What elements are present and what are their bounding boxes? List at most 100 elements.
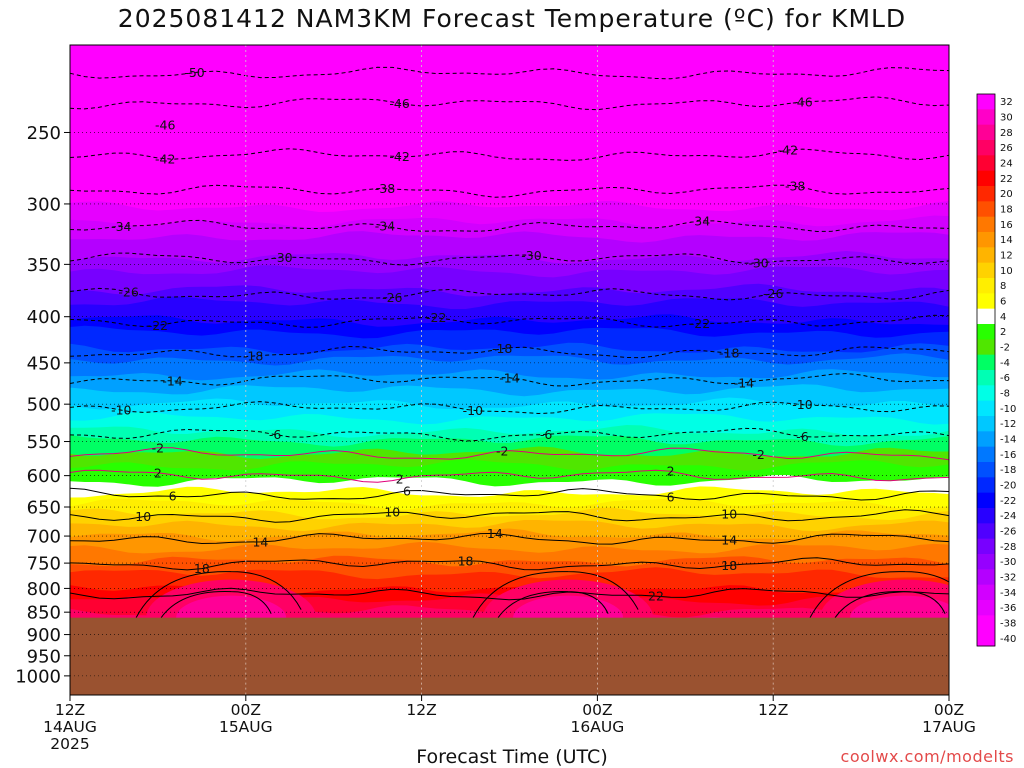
isotherm-label: -30 bbox=[272, 250, 292, 265]
colorbar-label: 28 bbox=[1000, 128, 1013, 139]
isotherm-label: 6 bbox=[667, 489, 675, 504]
colorbar-label: 4 bbox=[1000, 312, 1006, 323]
isotherm-label: -10 bbox=[792, 397, 812, 412]
y-tick-label: 900 bbox=[27, 625, 61, 646]
isotherm--22 bbox=[70, 314, 949, 328]
temperature-bands bbox=[70, 45, 949, 695]
isotherm--6 bbox=[70, 427, 949, 442]
colorbar-swatch bbox=[977, 308, 995, 325]
isotherm-label: -14 bbox=[162, 373, 182, 388]
isotherm-surface-warm-inner bbox=[160, 591, 272, 618]
colorbar-label: 20 bbox=[1000, 189, 1013, 200]
colorbar-swatch bbox=[977, 554, 995, 570]
isotherm-label: 2 bbox=[667, 464, 675, 479]
isotherm-label: -2 bbox=[496, 443, 508, 458]
isotherm-10 bbox=[70, 509, 949, 523]
isotherm-label: 22 bbox=[648, 589, 664, 604]
isotherm-label: -2 bbox=[752, 447, 764, 462]
isotherm-label: -6 bbox=[269, 427, 282, 442]
colorbar-label: -8 bbox=[1000, 389, 1010, 400]
colorbar-label: -4 bbox=[1000, 358, 1010, 369]
isotherm-label: -6 bbox=[540, 427, 553, 442]
isotherm-label: -10 bbox=[111, 403, 131, 418]
colorbar-swatch bbox=[977, 201, 995, 218]
ground-fill bbox=[70, 617, 949, 695]
x-tick-label: 2025 bbox=[50, 735, 89, 753]
colorbar-swatch bbox=[977, 400, 995, 417]
isotherm-label: -22 bbox=[690, 316, 710, 331]
colorbar-swatch bbox=[977, 339, 995, 356]
isotherm-label: 6 bbox=[403, 483, 411, 498]
isotherm--10 bbox=[70, 401, 949, 415]
isotherm-label: -46 bbox=[155, 117, 175, 132]
isotherm-label: 2 bbox=[396, 472, 404, 487]
isotherm-label: -50 bbox=[184, 65, 204, 80]
x-tick-label: 00Z bbox=[582, 701, 612, 719]
y-tick-label: 600 bbox=[27, 466, 61, 487]
x-tick-label: 00Z bbox=[231, 701, 261, 719]
y-tick-label: 700 bbox=[27, 527, 61, 548]
isotherm--18 bbox=[70, 345, 949, 359]
isotherm-surface-warm bbox=[809, 571, 949, 618]
plot-frame bbox=[69, 44, 950, 696]
isotherm--34 bbox=[70, 219, 949, 233]
colorbar-swatch bbox=[977, 508, 995, 524]
colorbar-swatch bbox=[977, 170, 995, 187]
colorbar-label: 6 bbox=[1000, 297, 1006, 308]
colorbar-swatch bbox=[977, 492, 995, 509]
colorbar-swatch bbox=[977, 186, 995, 202]
x-tick-label: 14AUG bbox=[43, 718, 97, 736]
y-tick-label: 500 bbox=[27, 395, 61, 416]
colorbar-swatch bbox=[977, 584, 995, 601]
colorbar-label: 12 bbox=[1000, 251, 1013, 262]
y-tick-label: 350 bbox=[27, 255, 61, 276]
y-tick-label: 300 bbox=[27, 194, 61, 215]
colorbar-swatch bbox=[977, 477, 995, 494]
isotherm-label: -18 bbox=[719, 346, 739, 361]
colorbar-label: -30 bbox=[1000, 557, 1016, 568]
colorbar-label: 32 bbox=[1000, 97, 1013, 108]
isotherm-label: -46 bbox=[792, 94, 812, 109]
colorbar-swatch bbox=[977, 94, 995, 110]
colorbar-swatch bbox=[977, 293, 995, 310]
isotherm-label: 6 bbox=[169, 489, 177, 504]
colorbar-swatch bbox=[977, 615, 995, 632]
colorbar-label: 18 bbox=[1000, 205, 1013, 216]
isotherm-label: -14 bbox=[499, 370, 519, 385]
isotherm-label: 14 bbox=[721, 533, 737, 548]
colorbar-label: -22 bbox=[1000, 496, 1016, 507]
isotherm-22 bbox=[70, 587, 949, 601]
colorbar-label: -18 bbox=[1000, 465, 1016, 476]
colorbar-swatch bbox=[977, 216, 995, 233]
colorbar-swatch bbox=[977, 523, 995, 540]
isotherm-label: -46 bbox=[389, 96, 409, 111]
colorbar-label: -28 bbox=[1000, 542, 1016, 553]
isotherm-label: -38 bbox=[785, 179, 805, 194]
colorbar-label: 24 bbox=[1000, 159, 1013, 170]
x-tick-label: 17AUG bbox=[922, 718, 976, 736]
colorbar-swatch bbox=[977, 416, 995, 432]
isotherm-label: 18 bbox=[721, 558, 737, 573]
colorbar-swatch bbox=[977, 385, 995, 402]
x-tick-label: 15AUG bbox=[219, 718, 273, 736]
colorbar-label: -6 bbox=[1000, 373, 1010, 384]
colorbar-swatch bbox=[977, 462, 995, 478]
isotherm--50 bbox=[70, 66, 949, 80]
colorbar-label: -20 bbox=[1000, 481, 1016, 492]
colorbar-swatch bbox=[977, 446, 995, 463]
colorbar-label: -32 bbox=[1000, 573, 1016, 584]
isotherm-label: 10 bbox=[135, 509, 151, 524]
isotherm-surface-warm-inner bbox=[834, 591, 946, 618]
colorbar-swatch bbox=[977, 262, 995, 279]
colorbar-label: -16 bbox=[1000, 450, 1016, 461]
isotherm-label: -42 bbox=[778, 143, 798, 158]
y-tick-label: 450 bbox=[27, 353, 61, 374]
isotherm-label: -34 bbox=[690, 213, 710, 228]
isotherm-label: -10 bbox=[463, 403, 483, 418]
colorbar-swatch bbox=[977, 109, 995, 126]
y-tick-label: 650 bbox=[27, 498, 61, 519]
colorbar-label: -2 bbox=[1000, 343, 1010, 354]
colorbar-label: -10 bbox=[1000, 404, 1016, 415]
credit-text: coolwx.com/modelts bbox=[840, 747, 1014, 766]
